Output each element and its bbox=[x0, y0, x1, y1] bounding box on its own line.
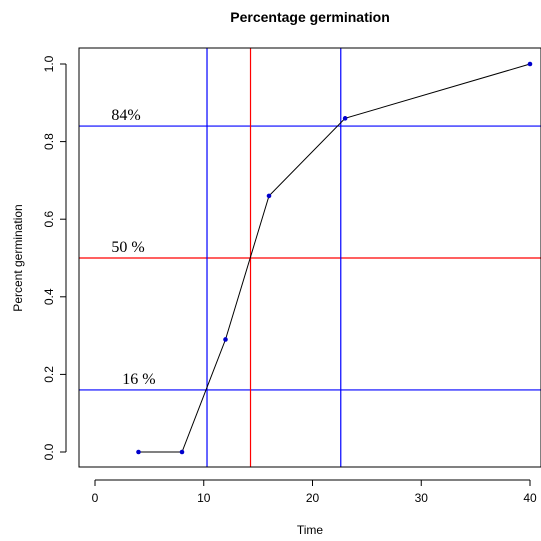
y-tick-label: 0.8 bbox=[42, 133, 56, 150]
y-tick-label: 0.0 bbox=[42, 443, 56, 460]
x-axis: 0 10 20 30 40 bbox=[92, 479, 537, 505]
data-point bbox=[266, 193, 272, 199]
data-point bbox=[342, 116, 348, 121]
y-axis: 0.0 0.2 0.4 0.6 0.8 1.0 bbox=[42, 55, 67, 460]
data-point bbox=[527, 61, 533, 67]
annotations: 84% 50 % 16 % bbox=[111, 107, 155, 388]
y-tick-label: 0.4 bbox=[42, 288, 56, 305]
y-axis-label: Percent germination bbox=[11, 204, 25, 311]
x-tick-label: 40 bbox=[523, 491, 537, 505]
data-series bbox=[136, 61, 533, 455]
data-point bbox=[136, 449, 141, 455]
reference-lines bbox=[79, 48, 541, 467]
x-tick-label: 0 bbox=[92, 491, 99, 505]
plot-frame bbox=[78, 47, 541, 468]
y-tick-label: 1.0 bbox=[42, 55, 56, 72]
annotation-label: 50 % bbox=[111, 239, 144, 256]
x-axis-label: Time bbox=[297, 523, 324, 537]
data-point bbox=[223, 337, 228, 342]
x-tick-label: 20 bbox=[306, 491, 320, 505]
x-tick-label: 10 bbox=[197, 491, 211, 505]
y-tick-label: 0.2 bbox=[42, 366, 56, 383]
data-point bbox=[179, 449, 185, 455]
annotation-label: 84% bbox=[111, 107, 140, 124]
series-line bbox=[138, 63, 531, 453]
chart-title: Percentage germination bbox=[230, 9, 390, 25]
y-tick-label: 0.6 bbox=[42, 211, 56, 228]
annotation-label: 16 % bbox=[122, 371, 155, 388]
x-tick-label: 30 bbox=[415, 491, 429, 505]
